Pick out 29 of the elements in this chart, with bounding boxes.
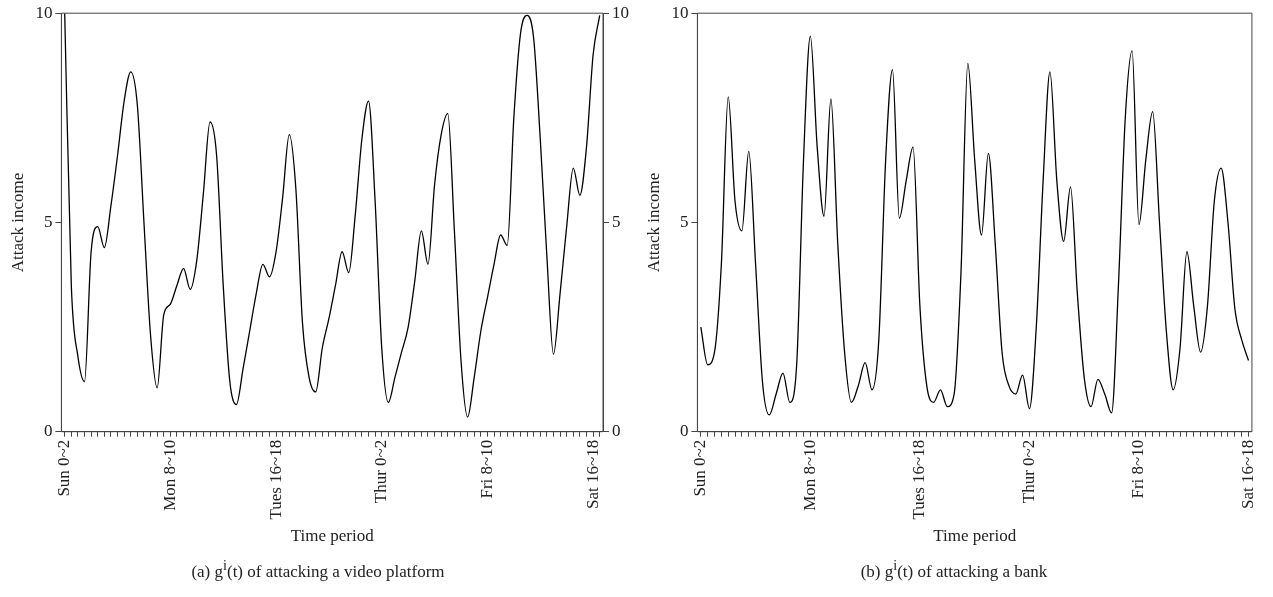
x-axis-title: Time period [933,526,1017,546]
x-tick-label: Fri 8~10 [1128,439,1148,499]
y-axis-title: Attack income [643,172,663,273]
y-tick-label: 5 [43,211,53,231]
y-axis-title: Attack income [7,172,27,273]
x-tick-label: Thur 0~2 [371,439,391,504]
text: (a) g$^{i}$(t) of attacking a video platform [190,557,446,582]
x-tick-label: Tues 16~18 [909,439,929,520]
line-series [64,13,601,418]
y-tick-label: 0 [43,421,53,441]
x-axis-title: Time period [290,526,375,546]
y-tick-label: 10 [35,2,53,22]
y-tick-label: 10 [671,2,689,22]
x-tick-label: Sat 16~18 [1237,439,1257,509]
x-tick-label: Mon 8~10 [799,439,819,511]
y-tick-label: 0 [679,421,689,441]
text: (b) g$^{i}$(t) of attacking a bank [859,557,1049,582]
y2-tick-label: 5 [612,211,621,231]
x-tick-label: Sun 0~2 [54,439,74,497]
x-tick-label: Fri 8~10 [476,439,496,499]
y-tick-label: 5 [679,211,689,231]
x-tick-label: Mon 8~10 [159,439,179,511]
x-tick-label: Sat 16~18 [582,439,602,509]
x-tick-label: Thur 0~2 [1018,439,1038,504]
y2-tick-label: 10 [612,2,629,22]
line-series [700,35,1250,416]
x-tick-label: Tues 16~18 [265,439,285,520]
x-tick-label: Sun 0~2 [690,439,710,497]
y2-tick-label: 0 [612,421,621,441]
